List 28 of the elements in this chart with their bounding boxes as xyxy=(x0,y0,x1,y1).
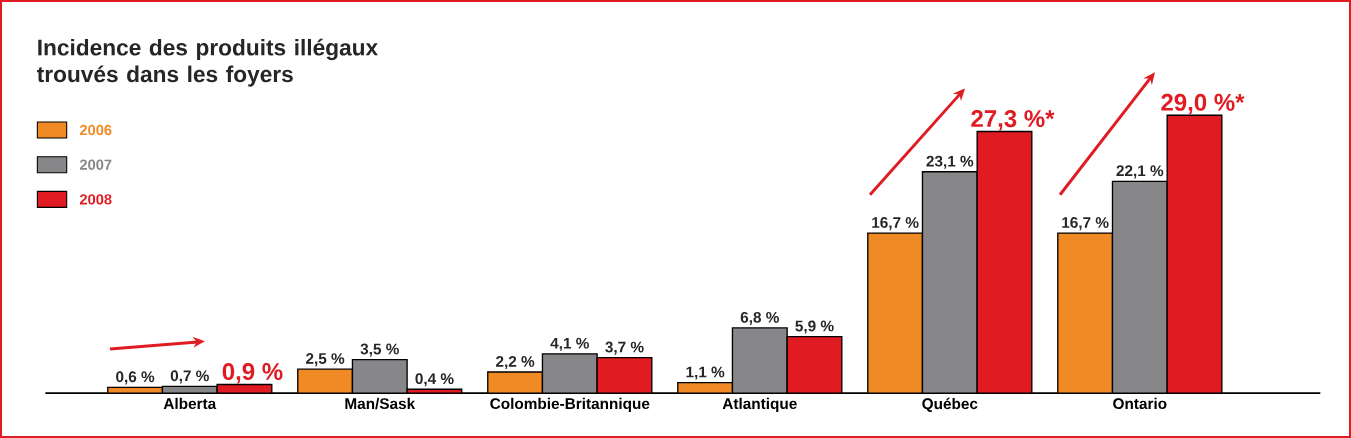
data-label: 22,1 % xyxy=(1116,165,1164,179)
chart-title: Incidence des produits illégaux trouvés dans les foyers xyxy=(37,38,378,87)
x-tick-label: Ontario xyxy=(1113,397,1167,410)
data-label: 6,8 % xyxy=(740,311,779,325)
data-label: 27,3 %* xyxy=(971,110,1055,131)
data-label: 16,7 % xyxy=(872,217,919,231)
data-label: 16,7 % xyxy=(1062,217,1109,231)
legend-label: 2006 xyxy=(79,124,112,136)
data-label: 5,9 % xyxy=(795,320,834,334)
x-tick-label: Colombie-Britannique xyxy=(490,397,650,413)
x-tick-label: Québec xyxy=(922,397,978,413)
data-label: 0,4 % xyxy=(415,373,454,387)
legend-label: 2008 xyxy=(79,194,112,205)
data-label: 4,1 % xyxy=(550,337,589,351)
data-label: 0,6 % xyxy=(116,371,155,385)
data-label: 0,9 % xyxy=(222,362,283,384)
data-label: 29,0 %* xyxy=(1161,93,1245,115)
data-label: 2,2 % xyxy=(496,355,535,370)
data-label: 2,5 % xyxy=(306,353,345,367)
data-label: 3,7 % xyxy=(605,341,644,355)
data-label: 23,1 % xyxy=(926,155,974,169)
x-tick-label: Man/Sask xyxy=(345,397,416,410)
data-label: 1,1 % xyxy=(686,366,725,380)
data-label: 0,7 % xyxy=(170,370,209,384)
x-tick-label: Alberta xyxy=(163,397,217,410)
legend-label: 2007 xyxy=(79,159,112,170)
data-label: 3,5 % xyxy=(360,343,399,357)
x-tick-label: Atlantique xyxy=(722,397,797,413)
